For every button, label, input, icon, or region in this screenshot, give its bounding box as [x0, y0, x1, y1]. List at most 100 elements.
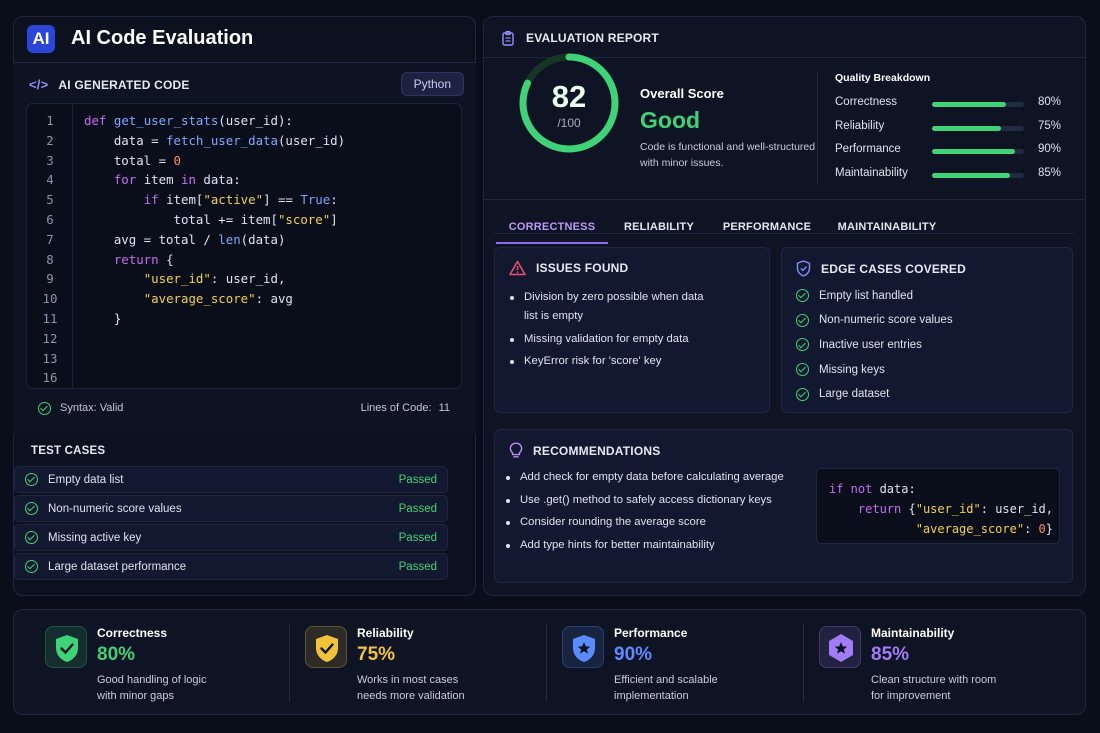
breakdown-row: Correctness 80% [835, 96, 1061, 112]
line-number: 11 [42, 311, 58, 326]
metric-value: 75% [357, 644, 396, 665]
test-case-label: Non-numeric score values [48, 502, 182, 515]
metric-performance: Performance 90% Efficient and scalable impl… [562, 612, 792, 712]
passed-check-icon [25, 502, 38, 515]
edge-cases-heading: EDGE CASES COVERED [821, 261, 966, 276]
issue-item: Missing validation for empty data [510, 330, 689, 349]
line-code: avg = total / len(data) [84, 231, 286, 247]
code-editor[interactable]: 1 def get_user_stats(user_id): 2 data = fe… [26, 103, 462, 389]
lightbulb-icon [509, 442, 523, 458]
code-line: 5 if item["active"] == True: [27, 190, 461, 210]
app-title: AI Code Evaluation [71, 27, 254, 49]
passed-check-icon [25, 531, 38, 544]
shield-check-icon [796, 260, 811, 277]
code-line: 16 [27, 368, 461, 388]
breakdown-label: Maintainability [835, 167, 908, 180]
test-case-row[interactable]: Missing active key Passed [14, 524, 448, 551]
line-number: 12 [42, 330, 58, 346]
breakdown-fill [932, 125, 1001, 131]
edge-case-item: Empty list handled [796, 289, 913, 302]
metrics-bar [13, 609, 1086, 715]
line-number: 10 [42, 291, 58, 307]
report-panel: EVALUATION REPORT 82 /100 Overall Score … [483, 16, 1086, 596]
code-line: 10 "average_score": avg [27, 289, 461, 309]
issues-card: ISSUES FOUND Division by zero possible w… [494, 247, 770, 413]
line-number: 1 [46, 113, 54, 128]
code-brackets-icon: </> [29, 77, 49, 92]
code-line: 3 total = 0 [27, 151, 461, 171]
score-summary-line1: Code is functional and well-structured [640, 141, 816, 153]
metric-maintainability: Maintainability 85% Clean structure with r… [819, 612, 1049, 712]
score-value: 82 [552, 79, 586, 114]
breakdown-row: Maintainability 85% [835, 167, 1061, 183]
line-code: "average_score": avg [143, 291, 293, 307]
metric-badge [45, 626, 87, 668]
score-ring: 82 /100 [519, 53, 619, 153]
test-case-row[interactable]: Empty data list Passed [14, 466, 448, 493]
code-line: 13 [27, 349, 461, 369]
tab-performance[interactable]: PERFORMANCE [722, 221, 812, 233]
code-line: 9 "user_id": user_id, [27, 269, 461, 289]
test-status: Passed [398, 560, 437, 573]
edge-cases-card: EDGE CASES COVERED Empty list handled Non… [781, 247, 1073, 413]
code-panel: </> AI GENERATED CODE Python 1 def get_us… [13, 62, 476, 434]
test-case-row[interactable]: Large dataset performance Passed [14, 553, 448, 580]
edge-case-label: Empty list handled [819, 289, 913, 302]
language-badge[interactable]: Python [400, 72, 464, 96]
metric-title: Reliability [357, 626, 414, 640]
syntax-valid-check-icon [38, 401, 51, 415]
edge-check-icon [796, 289, 809, 302]
metric-value: 90% [614, 644, 653, 665]
test-case-row[interactable]: Non-numeric score values Passed [14, 495, 448, 522]
passed-check-icon [25, 560, 38, 573]
metric-description: Works in most cases needs more validation [357, 674, 465, 702]
issue-item: Division by zero possible when data list … [510, 288, 704, 326]
breakdown-percent: 75% [1037, 119, 1061, 132]
breakdown-track [932, 149, 1024, 155]
recommendation-item: Add type hints for better maintainabilit… [506, 536, 715, 555]
metric-value: 80% [97, 644, 136, 665]
line-number: 3 [46, 152, 54, 168]
test-status: Passed [398, 473, 437, 486]
line-number: 2 [46, 132, 54, 148]
line-number: 4 [46, 172, 54, 188]
report-heading: EVALUATION REPORT [526, 31, 659, 45]
edge-case-item: Large dataset [796, 387, 890, 401]
metric-badge [305, 626, 347, 668]
breakdown-label: Correctness [835, 96, 897, 108]
metric-value: 85% [871, 644, 910, 665]
code-footer: Syntax: Valid Lines of Code: 11 [26, 390, 462, 426]
shield-check-icon [56, 635, 78, 662]
line-code: if item["active"] == True: [143, 192, 338, 208]
loc-label: Lines of Code: [360, 402, 432, 414]
app-logo: AI [27, 25, 55, 53]
metric-description: Good handling of logic with minor gaps [97, 674, 207, 702]
tab-correctness[interactable]: CORRECTNESS [496, 210, 608, 244]
edge-case-item: Non-numeric score values [796, 313, 953, 327]
edge-case-label: Large dataset [819, 388, 890, 401]
recommendations-heading: RECOMMENDATIONS [533, 443, 661, 458]
line-number: 7 [46, 231, 54, 247]
edge-check-icon [796, 338, 809, 352]
breakdown-track [932, 102, 1024, 107]
edge-case-item: Inactive user entries [796, 338, 922, 352]
breakdown-percent: 85% [1037, 167, 1061, 180]
syntax-status: Syntax: Valid [60, 402, 124, 414]
metric-badge [562, 626, 604, 668]
metric-description: Clean structure with room for improvement [871, 674, 997, 702]
line-number: 13 [42, 350, 58, 366]
breakdown-percent: 80% [1037, 96, 1061, 108]
recommendation-item: Consider rounding the average score [506, 513, 706, 532]
test-status: Passed [398, 502, 437, 515]
line-code: total += item["score"] [84, 212, 338, 227]
test-status: Passed [398, 531, 437, 544]
line-gutter [27, 104, 73, 388]
breakdown-fill [932, 173, 1011, 179]
tab-reliability[interactable]: RELIABILITY [623, 221, 695, 233]
breakdown-label: Performance [835, 143, 901, 156]
metric-title: Correctness [97, 626, 168, 640]
recommendation-code-snippet[interactable]: if not data: return {"user_id": user_id,… [816, 468, 1060, 544]
tab-maintainability[interactable]: MAINTAINABILITY [837, 221, 937, 233]
breakdown-track [932, 173, 1024, 179]
code-line: 12 [27, 329, 461, 349]
